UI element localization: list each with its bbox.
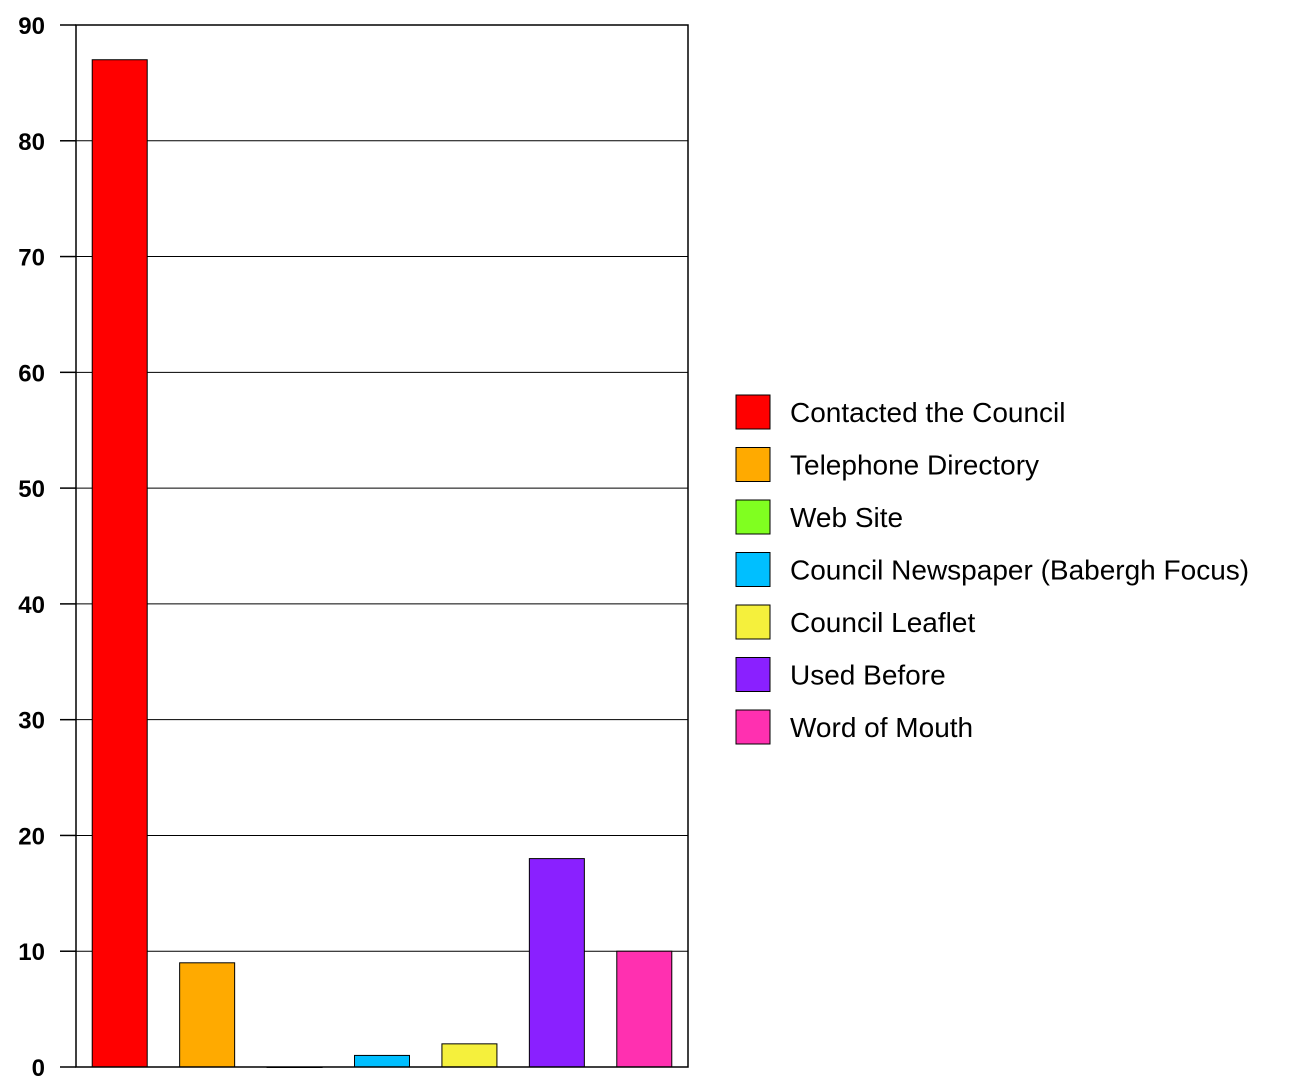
bar <box>179 962 236 1068</box>
bar <box>354 1054 410 1068</box>
legend-swatch <box>735 394 771 430</box>
y-tick-label: 50 <box>18 476 45 503</box>
bar <box>441 1043 498 1068</box>
bar <box>528 858 585 1068</box>
bar <box>91 59 148 1068</box>
legend-label: Used Before <box>790 660 946 691</box>
legend: Contacted the Council Telephone Directory… <box>735 394 1249 745</box>
legend-swatch <box>735 447 771 482</box>
legend-swatch <box>735 604 771 640</box>
y-tick-label: 20 <box>18 823 45 850</box>
y-axis: 0 10 20 30 40 50 60 70 80 90 <box>18 13 76 1077</box>
y-tick-label: 80 <box>18 129 45 156</box>
legend-swatch <box>735 709 771 745</box>
plot-frame <box>75 24 689 1068</box>
y-tick-label: 30 <box>18 708 45 735</box>
y-tick-label: 0 <box>32 1055 45 1077</box>
legend-label: Council Newspaper (Babergh Focus) <box>790 555 1249 586</box>
legend-label: Web Site <box>790 502 903 533</box>
legend-label: Word of Mouth <box>790 712 973 743</box>
bar <box>616 950 673 1068</box>
y-tick-label: 60 <box>18 360 45 387</box>
legend-swatch <box>735 552 771 587</box>
y-tick-label: 70 <box>18 245 45 272</box>
y-tick-label: 10 <box>18 939 45 966</box>
legend-label: Telephone Directory <box>790 450 1039 481</box>
legend-swatch <box>735 499 771 535</box>
bars <box>91 59 673 1068</box>
legend-label: Contacted the Council <box>790 397 1066 428</box>
gridlines <box>76 140 688 952</box>
legend-swatch <box>735 657 771 692</box>
legend-label: Council Leaflet <box>790 607 975 638</box>
y-tick-label: 40 <box>18 592 45 619</box>
y-tick-label: 90 <box>18 13 45 40</box>
